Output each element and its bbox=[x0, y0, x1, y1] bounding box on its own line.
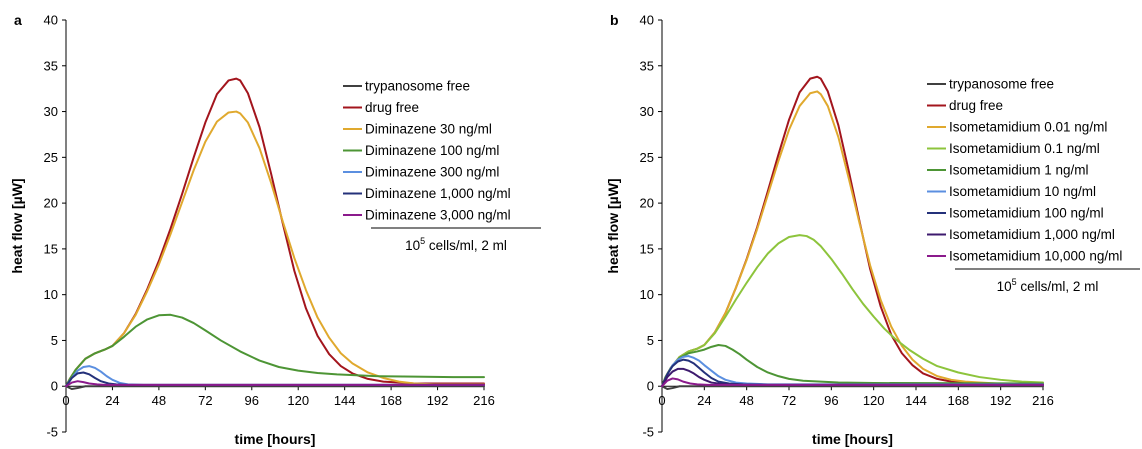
y-tick-label: -5 bbox=[46, 425, 58, 440]
legend-label: drug free bbox=[949, 98, 1003, 113]
y-tick-label: 0 bbox=[51, 379, 58, 394]
series-lines bbox=[65, 77, 485, 390]
legend: trypanosome free drug free Isometamidium 0… bbox=[927, 77, 1140, 294]
x-tick-label: 120 bbox=[863, 393, 885, 408]
series-line-0 bbox=[661, 385, 1044, 390]
legend-label: Diminazene 3,000 ng/ml bbox=[365, 208, 511, 223]
x-tick-label: 120 bbox=[287, 393, 309, 408]
x-axis-label: time [hours] bbox=[812, 431, 893, 447]
note-exponent: 5 bbox=[420, 236, 425, 246]
legend-label: Isometamidium 1,000 ng/ml bbox=[949, 227, 1115, 242]
x-axis-label: time [hours] bbox=[235, 431, 316, 447]
sample-conditions-note: 105 cells/ml, 2 ml bbox=[997, 277, 1099, 294]
x-tick-label: 48 bbox=[152, 393, 166, 408]
legend-label: Isometamidium 1 ng/ml bbox=[949, 163, 1089, 178]
y-tick-label: 15 bbox=[44, 241, 58, 256]
series-line-8 bbox=[661, 377, 1044, 388]
y-tick-label: 35 bbox=[640, 58, 654, 73]
x-tick-label: 96 bbox=[245, 393, 259, 408]
x-tick-label: 168 bbox=[380, 393, 402, 408]
panel-label: a bbox=[14, 12, 22, 28]
y-tick-label: 30 bbox=[44, 104, 58, 119]
y-tick-label: 10 bbox=[44, 287, 58, 302]
y-tick-label: -5 bbox=[642, 425, 654, 440]
x-tick-label: 216 bbox=[473, 393, 495, 408]
y-tick-label: 25 bbox=[640, 150, 654, 165]
x-tick-label: 168 bbox=[947, 393, 969, 408]
legend-label: Isometamidium 0.01 ng/ml bbox=[949, 120, 1107, 135]
x-tick-label: 0 bbox=[62, 393, 69, 408]
y-tick-label: 40 bbox=[640, 13, 654, 28]
legend-label: Isometamidium 10 ng/ml bbox=[949, 184, 1096, 199]
note-exponent: 5 bbox=[1012, 277, 1017, 287]
legend-label: Diminazene 30 ng/ml bbox=[365, 122, 492, 137]
y-tick-label: 25 bbox=[44, 150, 58, 165]
y-tick-label: 20 bbox=[44, 196, 58, 211]
y-tick-label: 35 bbox=[44, 58, 58, 73]
note-rest: cells/ml, 2 ml bbox=[425, 238, 507, 253]
y-axis-label: heat flow [µW] bbox=[605, 178, 621, 273]
y-tick-label: 5 bbox=[51, 333, 58, 348]
legend-label: Diminazene 300 ng/ml bbox=[365, 165, 499, 180]
note-base: 10 bbox=[405, 238, 420, 253]
sample-conditions-note: 105 cells/ml, 2 ml bbox=[405, 236, 507, 253]
y-tick-label: 15 bbox=[640, 241, 654, 256]
legend-label: drug free bbox=[365, 100, 419, 115]
y-tick-label: 30 bbox=[640, 104, 654, 119]
x-tick-label: 72 bbox=[198, 393, 212, 408]
x-tick-label: 72 bbox=[782, 393, 796, 408]
y-tick-label: 40 bbox=[44, 13, 58, 28]
x-tick-label: 144 bbox=[334, 393, 356, 408]
series-line-5 bbox=[661, 355, 1044, 388]
legend-label: trypanosome free bbox=[365, 79, 470, 94]
series-line-4 bbox=[661, 344, 1044, 388]
x-tick-label: 96 bbox=[824, 393, 838, 408]
x-tick-label: 216 bbox=[1032, 393, 1054, 408]
series-lines bbox=[661, 75, 1044, 390]
y-axis-label: heat flow [µW] bbox=[9, 178, 25, 273]
legend-label: Isometamidium 0.1 ng/ml bbox=[949, 141, 1100, 156]
x-tick-label: 192 bbox=[427, 393, 449, 408]
note-rest: cells/ml, 2 ml bbox=[1017, 279, 1099, 294]
legend: trypanosome free drug free Diminazene 30 n… bbox=[343, 79, 541, 253]
note-base: 10 bbox=[997, 279, 1012, 294]
x-tick-label: 24 bbox=[105, 393, 119, 408]
x-tick-label: 144 bbox=[905, 393, 927, 408]
y-tick-label: 5 bbox=[647, 333, 654, 348]
y-tick-label: 0 bbox=[647, 379, 654, 394]
x-tick-label: 0 bbox=[658, 393, 665, 408]
y-tick-label: 20 bbox=[640, 196, 654, 211]
series-line-0 bbox=[65, 385, 485, 390]
series-line-3 bbox=[65, 313, 485, 388]
series-line-3 bbox=[661, 234, 1044, 388]
x-tick-label: 24 bbox=[697, 393, 711, 408]
x-tick-label: 192 bbox=[990, 393, 1012, 408]
legend-label: Isometamidium 10,000 ng/ml bbox=[949, 249, 1122, 264]
legend-label: Diminazene 100 ng/ml bbox=[365, 143, 499, 158]
legend-label: Isometamidium 100 ng/ml bbox=[949, 206, 1104, 221]
y-tick-label: 10 bbox=[640, 287, 654, 302]
series-line-6 bbox=[65, 380, 485, 388]
legend-label: trypanosome free bbox=[949, 77, 1054, 92]
legend-label: Diminazene 1,000 ng/ml bbox=[365, 186, 511, 201]
panel-label: b bbox=[610, 12, 619, 28]
x-tick-label: 48 bbox=[739, 393, 753, 408]
